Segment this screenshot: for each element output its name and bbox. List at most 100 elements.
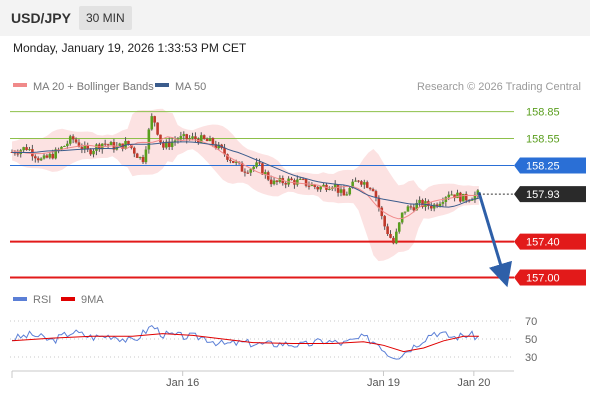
candle-body [138, 156, 142, 158]
timeframe-button[interactable]: 30 MIN [79, 6, 132, 30]
candle-body [71, 136, 75, 140]
bollinger-bands [12, 108, 479, 262]
level-label-157.40: 157.40 [526, 237, 560, 249]
rsi-legend-label-1: 9MA [81, 294, 104, 306]
x-axis: Jan 16 Jan 19 Jan 20 [11, 370, 514, 389]
candle-body [231, 160, 235, 163]
candle-body [33, 156, 37, 159]
candle-body [86, 145, 90, 150]
candle-body [127, 140, 130, 145]
rsi-tick-50: 50 [525, 334, 537, 346]
ma50-line [12, 141, 479, 208]
candle-body [170, 141, 174, 147]
candle-body [89, 149, 92, 155]
legend-label-0: MA 20 + Bollinger Bands [33, 81, 154, 93]
candle-body [246, 172, 250, 174]
candle-body [360, 181, 363, 185]
candle-body [261, 163, 264, 175]
rsi-legend-swatch-0 [13, 297, 27, 301]
candle-body [103, 143, 107, 145]
candle-body [278, 178, 282, 182]
candle-body [165, 141, 168, 148]
candle-body [39, 158, 43, 161]
candle-body [118, 143, 122, 146]
candle-body [473, 194, 477, 200]
candle-body [296, 179, 299, 185]
candle-body [470, 199, 474, 201]
candle-body [109, 142, 113, 146]
candle-body [54, 149, 57, 159]
candle-body [156, 122, 159, 135]
candle-body [310, 184, 314, 186]
candle-body [135, 153, 139, 158]
datetime-label: Monday, January 19, 2026 1:33:53 PM CET [13, 41, 247, 55]
candle-body [380, 207, 384, 217]
candle-body [284, 183, 287, 185]
candle-body [226, 154, 229, 160]
ma20-line [11, 136, 479, 220]
candle-body [188, 138, 191, 140]
candle-body [199, 135, 203, 143]
candle-body [269, 179, 273, 185]
candle-body [354, 180, 357, 182]
candle-body [60, 146, 63, 150]
candle-body [42, 155, 46, 159]
candle-body [202, 135, 206, 139]
rsi-grid: 70 50 30 [10, 316, 537, 364]
rsi-ma-line [11, 333, 479, 353]
candle-body [400, 212, 404, 223]
candle-body [403, 211, 407, 213]
candle-body [290, 178, 293, 181]
candle-body [25, 147, 28, 151]
candle-body [461, 193, 465, 202]
candle-body [377, 197, 381, 208]
rsi-tick-70: 70 [525, 316, 537, 328]
candle-body [173, 140, 177, 142]
candle-body [150, 116, 154, 130]
candle-body [406, 206, 410, 212]
source-note: Research © 2026 Trading Central [417, 81, 581, 93]
candle-body [36, 158, 40, 161]
candle-body [307, 185, 311, 187]
candle-body [264, 172, 267, 175]
candle-body [95, 144, 98, 151]
current-price-label: 157.93 [526, 189, 560, 201]
candle-body [167, 141, 171, 147]
x-tick-label-Jan 20: Jan 20 [457, 377, 490, 389]
candle-body [316, 186, 320, 190]
candle-body [459, 192, 462, 202]
candle-body [255, 162, 258, 167]
candle-body [162, 142, 165, 148]
candle-body [301, 178, 305, 180]
candle-body [252, 166, 255, 169]
candle-body [66, 143, 69, 146]
candle-body [464, 193, 468, 201]
candle-body [348, 188, 352, 195]
candle-body [421, 199, 424, 207]
candle-body [92, 150, 95, 155]
candle-body [275, 180, 279, 182]
forecast-arrow [477, 191, 512, 288]
candle-body [249, 168, 253, 173]
candle-body [147, 129, 151, 150]
candle-body [313, 184, 317, 187]
candle-body [450, 194, 453, 196]
candle-body [153, 116, 156, 123]
candle-body [234, 161, 238, 163]
candle-body [339, 189, 343, 193]
candle-body [389, 234, 392, 238]
rsi-legend: RSI 9MA [13, 294, 104, 306]
candle-body [240, 162, 244, 172]
candle-body [141, 156, 145, 163]
candle-body [159, 134, 162, 143]
candle-body [357, 180, 360, 182]
candle-body [304, 179, 308, 186]
candle-body [182, 134, 186, 136]
level-tag-157.40 [514, 233, 586, 250]
legend-swatch-0 [13, 83, 27, 87]
candle-body [208, 138, 212, 142]
candle-body [374, 191, 378, 198]
candle-body [447, 194, 451, 198]
candle-body [453, 194, 456, 199]
